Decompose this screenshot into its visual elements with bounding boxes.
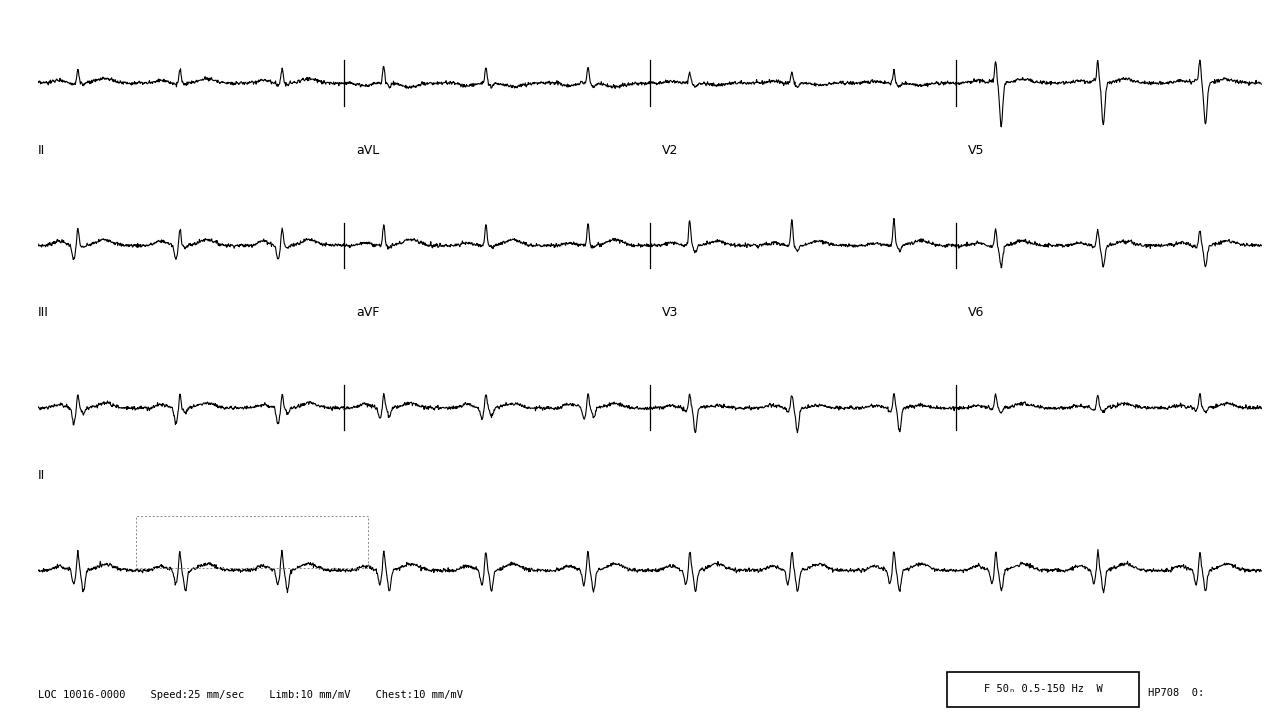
Text: HP708  0:: HP708 0: <box>1148 688 1203 698</box>
Text: V3: V3 <box>662 307 678 320</box>
Text: II: II <box>38 144 46 157</box>
Text: F 50ₙ 0.5-150 Hz  W: F 50ₙ 0.5-150 Hz W <box>984 684 1102 694</box>
Text: V2: V2 <box>662 144 678 157</box>
Text: aVL: aVL <box>356 144 379 157</box>
Text: aVF: aVF <box>356 307 379 320</box>
Text: V5: V5 <box>967 144 984 157</box>
Text: III: III <box>38 307 49 320</box>
Text: LOC 10016-0000    Speed:25 mm/sec    Limb:10 mm/mV    Chest:10 mm/mV: LOC 10016-0000 Speed:25 mm/sec Limb:10 m… <box>38 690 463 700</box>
Text: V6: V6 <box>967 307 984 320</box>
Text: II: II <box>38 469 46 482</box>
Bar <box>136 516 369 568</box>
